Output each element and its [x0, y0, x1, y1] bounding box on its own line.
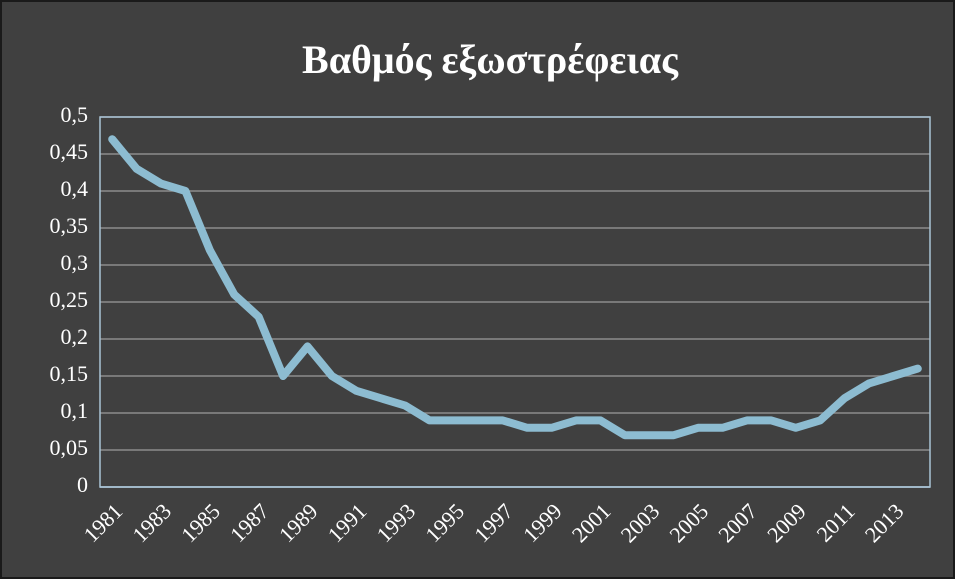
y-tick-label: 0,5 [61, 102, 89, 127]
y-tick-label: 0,25 [50, 287, 89, 312]
y-tick-label: 0,45 [50, 139, 89, 164]
y-tick-label: 0,3 [61, 250, 89, 275]
y-tick-label: 0 [77, 472, 88, 497]
y-tick-label: 0,15 [50, 361, 89, 386]
y-tick-label: 0,35 [50, 213, 89, 238]
chart-title: Βαθμός εξωστρέφειας [302, 37, 679, 82]
y-tick-label: 0,2 [61, 324, 89, 349]
y-tick-label: 0,05 [50, 435, 89, 460]
y-tick-label: 0,1 [61, 398, 89, 423]
line-series [108, 135, 922, 440]
y-tick-label: 0,4 [61, 176, 89, 201]
